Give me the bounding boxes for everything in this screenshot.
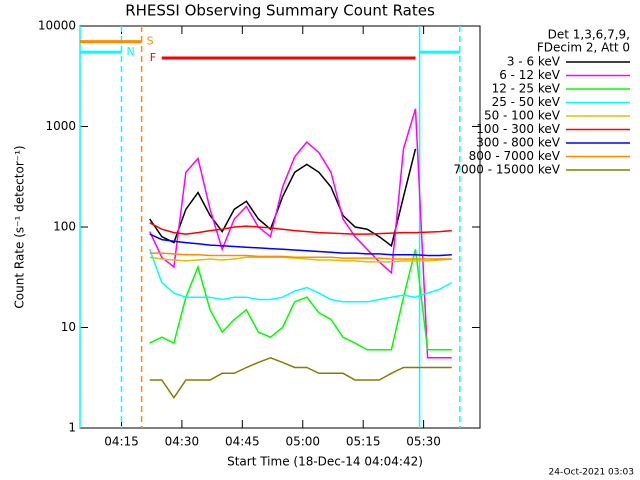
series-line <box>149 356 452 400</box>
y-axis-label: Count Rate (s⁻¹ detector⁻¹) <box>13 145 27 308</box>
y-tick-label: 100 <box>53 220 76 234</box>
series-line <box>149 233 452 257</box>
series-line <box>148 249 453 303</box>
legend-label: 25 - 50 keV <box>492 95 561 109</box>
x-tick-label: 04:45 <box>225 435 260 449</box>
legend-label: 3 - 6 keV <box>507 55 561 69</box>
x-tick-label: 05:00 <box>285 435 320 449</box>
y-tick-label: 10000 <box>38 19 76 33</box>
x-tick-label: 04:15 <box>104 435 139 449</box>
x-tick-label: 04:30 <box>165 435 200 449</box>
x-tick-label: 05:30 <box>406 435 441 449</box>
series-line <box>149 249 452 351</box>
legend-label: 100 - 300 keV <box>476 122 560 136</box>
legend-header: FDecim 2, Att 0 <box>537 41 630 55</box>
legend-label: 300 - 800 keV <box>476 136 560 150</box>
x-tick-label: 05:15 <box>346 435 381 449</box>
series-line <box>149 148 417 248</box>
series-line <box>149 256 452 263</box>
flag-label: N <box>126 45 134 58</box>
legend-label: 800 - 7000 keV <box>469 149 561 163</box>
flag-label: F <box>150 51 156 64</box>
legend-header: Det 1,3,6,7,9, <box>548 28 630 42</box>
footer: 24-Oct-2021 03:03 <box>549 468 634 478</box>
legend-label: 50 - 100 keV <box>484 109 561 123</box>
series-line <box>149 222 452 235</box>
series-line <box>149 108 452 359</box>
y-tick-label: 1 <box>68 421 76 435</box>
flag-label: S <box>147 35 154 48</box>
series-line <box>149 252 452 260</box>
legend-label: 12 - 25 keV <box>492 82 561 96</box>
chart-title: RHESSI Observing Summary Count Rates <box>125 2 435 20</box>
x-axis-label: Start Time (18-Dec-14 04:04:42) <box>227 455 423 469</box>
legend-label: 7000 - 15000 keV <box>453 163 560 177</box>
y-tick-label: 10 <box>61 320 76 334</box>
legend-label: 6 - 12 keV <box>499 68 561 82</box>
y-tick-label: 1000 <box>45 119 76 133</box>
